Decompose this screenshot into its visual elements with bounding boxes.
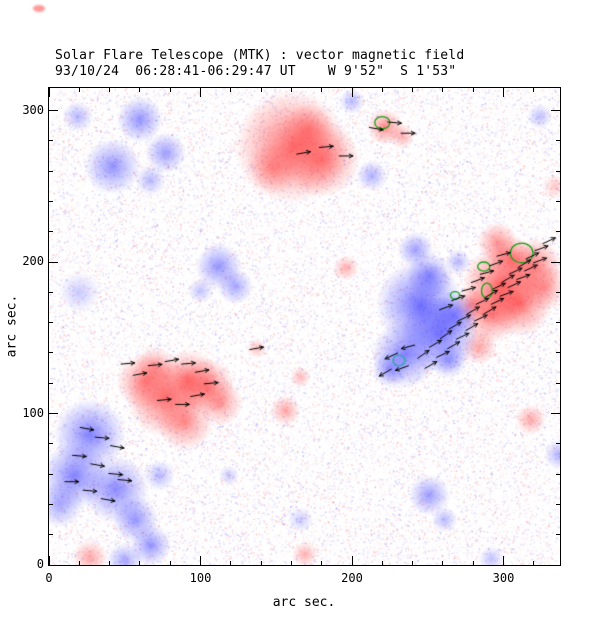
axis-tick [472, 88, 474, 92]
axis-tick [442, 561, 444, 565]
axis-tick [49, 200, 53, 202]
axis-tick [48, 88, 50, 97]
plot-area [48, 87, 561, 566]
axis-tick [49, 170, 53, 172]
axis-tick [351, 88, 353, 97]
axis-tick [503, 88, 504, 97]
magnetogram-canvas [49, 88, 560, 565]
axis-tick [230, 561, 232, 565]
axis-tick [49, 322, 53, 324]
corner-artifact [33, 5, 45, 12]
axis-tick [49, 473, 53, 475]
x-tick-label: 100 [189, 571, 212, 585]
axis-tick [49, 352, 53, 354]
axis-tick [49, 564, 58, 566]
axis-tick [533, 561, 535, 565]
axis-tick [109, 561, 111, 565]
axis-tick [556, 170, 560, 172]
axis-tick [49, 231, 53, 233]
axis-tick [556, 291, 560, 293]
axis-tick [230, 88, 232, 92]
axis-tick [412, 88, 414, 92]
axis-tick [49, 261, 58, 263]
axis-tick [556, 140, 560, 142]
axis-tick [49, 382, 53, 384]
axis-tick [533, 88, 535, 92]
axis-tick [442, 88, 444, 92]
plot-title: Solar Flare Telescope (MTK) : vector mag… [55, 48, 465, 63]
axis-tick [321, 561, 323, 565]
axis-tick [49, 413, 58, 414]
axis-tick [556, 503, 560, 505]
axis-tick [551, 413, 560, 414]
axis-tick [556, 231, 560, 233]
axis-tick [351, 556, 353, 565]
axis-tick [556, 382, 560, 384]
axis-tick [381, 561, 383, 565]
axis-tick [556, 443, 560, 445]
plot-subtitle: 93/10/24 06:28:41-06:29:47 UT W 9'52" S … [55, 64, 457, 79]
axis-tick [551, 110, 560, 111]
axis-tick [48, 556, 50, 565]
axis-tick [556, 322, 560, 324]
axis-tick [49, 534, 53, 536]
axis-tick [290, 88, 292, 92]
axis-tick [200, 88, 201, 97]
axis-tick [200, 556, 201, 565]
axis-tick [169, 88, 171, 92]
axis-tick [556, 200, 560, 202]
axis-tick [49, 140, 53, 142]
axis-tick [109, 88, 111, 92]
axis-tick [551, 261, 560, 263]
axis-tick [290, 561, 292, 565]
axis-tick [321, 88, 323, 92]
y-axis-label: arc sec. [4, 294, 20, 358]
axis-tick [556, 534, 560, 536]
axis-tick [49, 443, 53, 445]
axis-tick [381, 88, 383, 92]
y-tick-label: 200 [22, 254, 44, 268]
y-tick-label: 300 [22, 102, 44, 117]
axis-tick [169, 561, 171, 565]
axis-tick [260, 88, 262, 92]
x-axis-label: arc sec. [272, 595, 336, 610]
axis-tick [260, 561, 262, 565]
axis-tick [139, 561, 141, 565]
x-tick-label: 0 [45, 571, 53, 585]
axis-tick [49, 503, 53, 505]
y-tick-label: 0 [36, 557, 44, 571]
x-tick-label: 300 [492, 571, 515, 585]
axis-tick [556, 473, 560, 475]
axis-tick [49, 110, 58, 111]
axis-tick [556, 352, 560, 354]
axis-tick [551, 564, 560, 566]
axis-tick [49, 291, 53, 293]
axis-tick [78, 88, 80, 92]
y-tick-label: 100 [22, 405, 44, 420]
x-tick-label: 200 [341, 571, 363, 585]
axis-tick [503, 556, 504, 565]
axis-tick [78, 561, 80, 565]
axis-tick [412, 561, 414, 565]
axis-tick [139, 88, 141, 92]
axis-tick [472, 561, 474, 565]
